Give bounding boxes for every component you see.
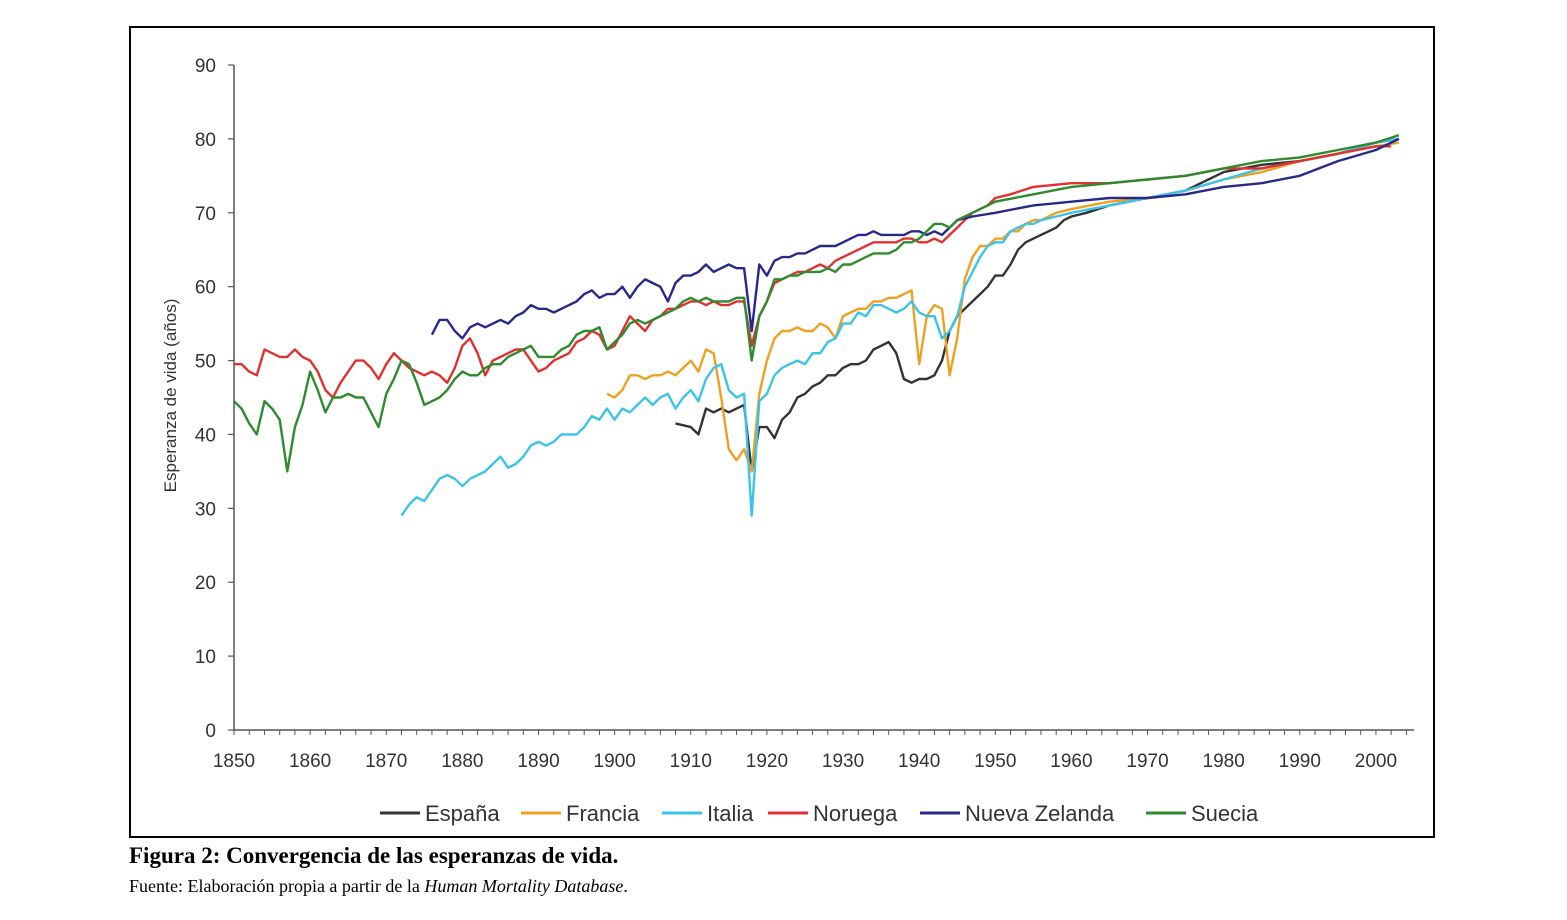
x-tick-label: 1880 (441, 751, 483, 772)
legend-label: Italia (707, 801, 754, 826)
x-tick-label: 1860 (289, 751, 331, 772)
series-line-suecia (233, 134, 1400, 473)
figure-caption-title: Figura 2: Convergencia de las esperanzas… (129, 843, 619, 868)
x-tick-label: 1930 (822, 751, 864, 772)
y-tick-label: 60 (195, 278, 216, 299)
figure-caption-source: Fuente: Elaboración propia a partir de l… (129, 876, 628, 897)
series-line-italia (400, 137, 1399, 517)
y-axis-title: Esperanza de vida (años) (161, 299, 180, 493)
x-tick-label: 2000 (1355, 751, 1397, 772)
x-tick-label: 1850 (213, 751, 255, 772)
legend-label: Suecia (1191, 801, 1259, 826)
x-tick-label: 1910 (670, 751, 712, 772)
x-tick-label: 1890 (517, 751, 559, 772)
x-tick-label: 1960 (1050, 751, 1092, 772)
legend-label: Francia (566, 801, 640, 826)
source-database: Human Mortality Database (424, 876, 624, 896)
y-tick-label: 10 (195, 647, 216, 668)
legend-label: España (425, 801, 500, 826)
x-tick-label: 1940 (898, 751, 940, 772)
x-tick-label: 1900 (594, 751, 636, 772)
series-line-españa (675, 137, 1399, 473)
y-tick-label: 30 (195, 499, 216, 520)
source-suffix: . (623, 876, 628, 896)
x-tick-label: 1990 (1279, 751, 1321, 772)
y-tick-label: 80 (195, 130, 216, 151)
y-tick-label: 40 (195, 425, 216, 446)
source-prefix: Fuente: Elaboración propia a partir de l… (129, 876, 425, 896)
x-tick-label: 1970 (1126, 751, 1168, 772)
legend-label: Nueva Zelanda (965, 801, 1115, 826)
x-tick-label: 1950 (974, 751, 1016, 772)
x-tick-label: 1870 (365, 751, 407, 772)
figure-frame (129, 26, 1435, 838)
y-tick-label: 0 (205, 721, 216, 742)
y-tick-label: 90 (195, 56, 216, 77)
x-tick-label: 1980 (1203, 751, 1245, 772)
y-tick-label: 50 (195, 352, 216, 373)
y-tick-label: 70 (195, 204, 216, 225)
legend-label: Noruega (813, 801, 898, 826)
y-tick-label: 20 (195, 573, 216, 594)
x-tick-label: 1920 (746, 751, 788, 772)
series-line-francia (606, 141, 1399, 473)
